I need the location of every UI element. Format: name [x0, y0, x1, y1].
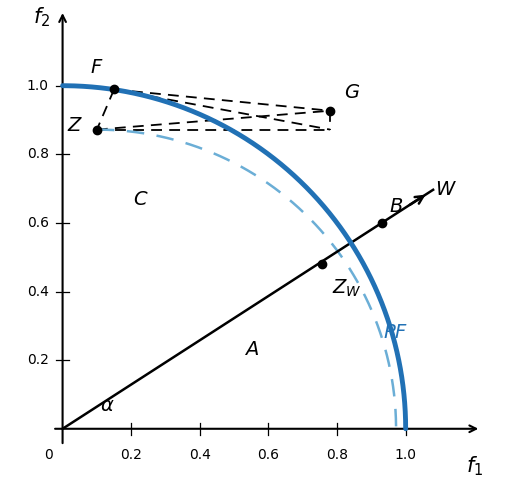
Text: 0.4: 0.4 — [189, 448, 211, 462]
Text: $Z$: $Z$ — [67, 117, 83, 135]
Text: $G$: $G$ — [344, 84, 360, 102]
Text: 0.8: 0.8 — [326, 448, 348, 462]
Text: 1.0: 1.0 — [27, 79, 49, 93]
Text: 0.6: 0.6 — [258, 448, 279, 462]
Text: $A$: $A$ — [244, 341, 259, 359]
Text: 0.6: 0.6 — [27, 216, 49, 230]
Text: $W$: $W$ — [435, 181, 457, 199]
Text: 0.2: 0.2 — [120, 448, 142, 462]
Text: 0.2: 0.2 — [27, 353, 49, 367]
Text: $F$: $F$ — [90, 59, 103, 78]
Text: $f_2$: $f_2$ — [33, 5, 50, 29]
Text: $PF$: $PF$ — [383, 324, 409, 342]
Text: $Z_W$: $Z_W$ — [332, 278, 361, 299]
Text: $B$: $B$ — [388, 198, 403, 216]
Text: 1.0: 1.0 — [395, 448, 417, 462]
Text: 0.4: 0.4 — [27, 284, 49, 298]
Text: 0.8: 0.8 — [27, 147, 49, 161]
Text: $C$: $C$ — [133, 191, 148, 209]
Text: $\alpha$: $\alpha$ — [100, 398, 115, 415]
Text: 0: 0 — [45, 448, 53, 462]
Text: $f_1$: $f_1$ — [466, 455, 483, 478]
